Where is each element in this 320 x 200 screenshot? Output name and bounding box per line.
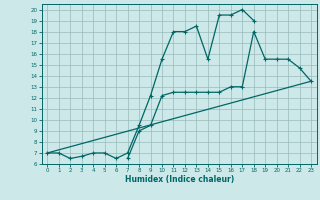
X-axis label: Humidex (Indice chaleur): Humidex (Indice chaleur): [124, 175, 234, 184]
